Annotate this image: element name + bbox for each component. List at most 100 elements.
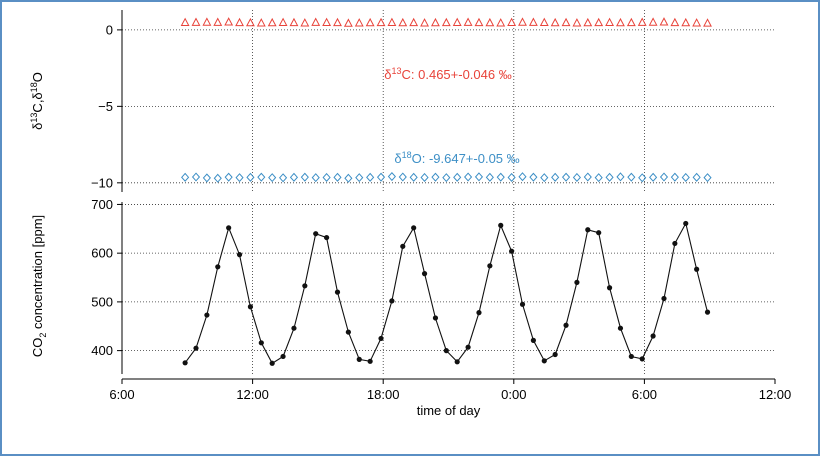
d13c-point: [420, 18, 429, 27]
x-tick-label: 0:00: [501, 387, 526, 402]
d18o-point: [627, 172, 636, 182]
d18o-point: [355, 173, 364, 183]
x-tick-label: 12:00: [236, 387, 269, 402]
co2-point: [596, 230, 602, 236]
annotation-sup: 18: [402, 150, 412, 160]
d13c-point: [659, 17, 669, 26]
d13c-point: [496, 18, 506, 27]
d13c-point: [398, 17, 408, 27]
top-ylabel-part: 13: [29, 113, 39, 123]
d13c-point: [256, 18, 266, 27]
bottom-grid: [122, 202, 775, 374]
d13c-point: [300, 18, 310, 27]
co2-point: [704, 309, 711, 315]
co2-point: [476, 310, 482, 316]
d18o-point: [398, 172, 407, 182]
d18o-point: [518, 172, 527, 182]
d13c-point: [376, 17, 386, 27]
top-ytick-label: −10: [91, 175, 113, 190]
d13c-point: [365, 17, 375, 27]
co2-panel: 400 500 600 700 CO2 concentration [ppm]: [30, 197, 775, 374]
top-ytick-label: 0: [106, 22, 113, 37]
d13c-point: [202, 17, 212, 26]
d13c-point: [409, 17, 419, 27]
co2-point: [378, 335, 384, 342]
annotation-text: C: 0.465+-0.046 ‰: [402, 67, 512, 82]
co2-point: [236, 252, 243, 258]
co2-point: [639, 356, 645, 362]
d13c-point: [452, 17, 462, 26]
d13c-point: [648, 17, 658, 26]
d13c-series: [180, 17, 712, 27]
d13c-point: [267, 17, 277, 27]
d18o-point: [202, 173, 211, 183]
d18o-point: [235, 173, 244, 183]
co2-point: [606, 285, 613, 291]
d18o-point: [333, 172, 342, 182]
co2-point: [345, 329, 351, 335]
co2-point: [672, 240, 678, 247]
time-axis: 6:00 12:00 18:00 0:00 6:00 12:00 time of day: [109, 378, 792, 418]
d13c-point: [637, 17, 647, 26]
d13c-point: [518, 17, 527, 26]
d18o-point: [257, 172, 266, 182]
co2-point: [650, 333, 656, 339]
d18o-point: [594, 173, 603, 183]
top-grid: [122, 10, 775, 192]
d13c-point: [441, 17, 451, 27]
d18o-point: [561, 172, 571, 182]
co2-point: [356, 356, 362, 362]
co2-point: [367, 358, 373, 364]
d18o-point: [681, 172, 690, 183]
d18o-point: [496, 172, 505, 182]
d18o-point: [474, 172, 484, 182]
co2-point: [465, 344, 471, 350]
d18o-point: [344, 173, 353, 183]
annotation-sup: 13: [392, 66, 402, 76]
d18o-point: [485, 172, 494, 182]
d18o-point: [366, 172, 375, 182]
co2-point: [498, 222, 504, 228]
d13c-point: [191, 17, 201, 26]
d13c-point: [278, 17, 288, 26]
d18o-point: [376, 172, 386, 182]
d13c-point: [333, 17, 342, 27]
d13c-point: [561, 17, 571, 27]
top-ylabel-part: 18: [29, 82, 39, 92]
co2-point: [182, 360, 188, 366]
d18o-point: [181, 172, 190, 182]
d13c-point: [235, 17, 244, 27]
co2-point: [313, 231, 319, 237]
top-ylabel-part: δ: [30, 123, 45, 130]
top-ylabel-part: O: [30, 72, 45, 82]
d13c-point: [616, 17, 625, 27]
d13c-point: [311, 17, 321, 26]
d18o-point: [311, 173, 320, 183]
d13c-point: [681, 17, 691, 27]
d18o-point: [529, 172, 538, 182]
d18o-point: [213, 173, 222, 183]
co2-point: [280, 353, 286, 360]
d18o-point: [572, 172, 581, 183]
co2-point: [334, 289, 341, 295]
d18o-point: [670, 172, 679, 182]
co2-point: [487, 263, 493, 269]
d13c-point: [289, 17, 299, 27]
d18o-point: [442, 173, 451, 183]
d13c-point: [528, 17, 538, 26]
co2-point: [661, 295, 667, 302]
co2-point: [411, 225, 417, 231]
d13c-point: [485, 17, 495, 27]
d18o-point: [289, 172, 299, 182]
d13c-point: [572, 18, 582, 27]
bottom-ytick-label: 400: [91, 343, 113, 358]
d13c-point: [605, 17, 615, 26]
bottom-ylabel-part: CO: [30, 338, 45, 358]
x-tick-label: 12:00: [759, 387, 792, 402]
co2-point: [519, 301, 526, 307]
x-tick-label: 6:00: [109, 387, 134, 402]
bottom-ytick-label: 700: [91, 197, 113, 212]
top-ylabel: δ13C,δ18O: [29, 72, 45, 130]
